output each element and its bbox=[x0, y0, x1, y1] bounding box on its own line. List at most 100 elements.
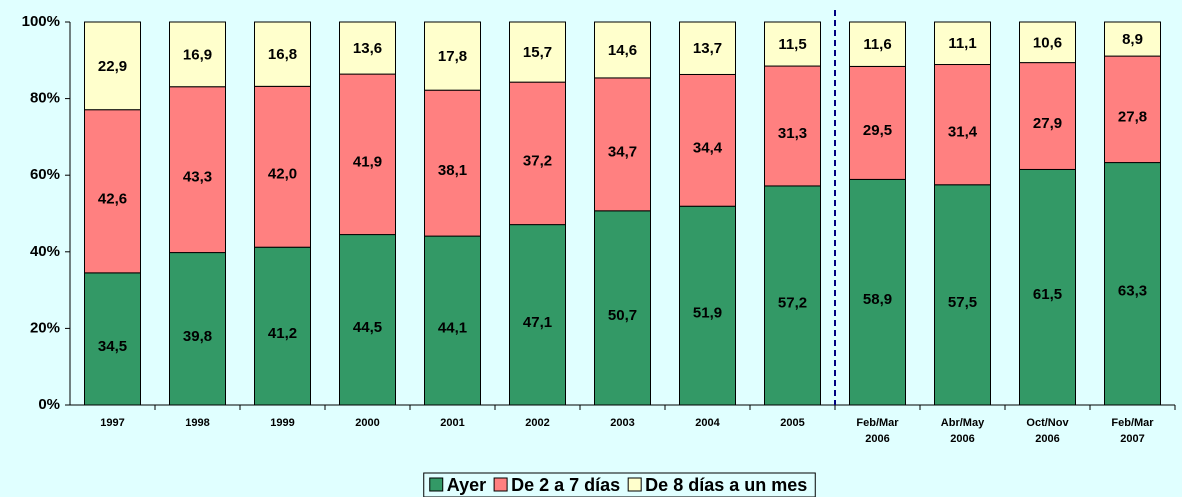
value-label: 44,5 bbox=[353, 319, 382, 336]
value-label: 37,2 bbox=[523, 152, 552, 169]
bar-segment bbox=[84, 109, 141, 274]
bar-segment bbox=[424, 235, 481, 406]
value-label: 58,9 bbox=[863, 291, 892, 308]
x-tick-label: 2000 bbox=[355, 417, 379, 429]
bar-segment bbox=[84, 272, 141, 406]
value-label: 63,3 bbox=[1118, 283, 1147, 300]
bar-segment bbox=[424, 21, 481, 91]
bar-segment bbox=[1019, 62, 1076, 170]
value-label: 11,1 bbox=[948, 35, 976, 52]
bar-segment bbox=[254, 246, 311, 406]
value-label: 14,6 bbox=[608, 42, 637, 59]
x-tick-label: 1999 bbox=[270, 417, 294, 429]
value-label: 8,9 bbox=[1122, 31, 1143, 48]
bar-segment bbox=[934, 64, 991, 186]
value-label: 42,6 bbox=[98, 190, 127, 207]
bar-segment bbox=[594, 210, 651, 406]
bar-segment bbox=[1019, 168, 1076, 406]
legend-swatch bbox=[627, 477, 642, 492]
x-tick-label: Oct/Nov 2006 bbox=[1026, 417, 1069, 445]
value-label: 61,5 bbox=[1033, 286, 1062, 303]
value-label: 57,2 bbox=[778, 294, 807, 311]
bar-segment bbox=[339, 234, 396, 406]
bar-segment bbox=[509, 21, 566, 83]
value-label: 11,5 bbox=[778, 36, 806, 53]
bar-segment bbox=[849, 21, 906, 67]
value-label: 44,1 bbox=[438, 320, 467, 337]
bar-segment bbox=[169, 86, 226, 254]
value-label: 31,3 bbox=[778, 125, 807, 142]
value-label: 38,1 bbox=[438, 162, 467, 179]
legend-swatch bbox=[493, 477, 508, 492]
bar-segment bbox=[339, 73, 396, 236]
y-tick-label: 40% bbox=[30, 243, 60, 260]
value-label: 13,6 bbox=[353, 40, 382, 57]
bar-segment bbox=[254, 21, 311, 87]
x-tick-label: 1997 bbox=[100, 417, 124, 429]
bar-segment bbox=[339, 21, 396, 75]
bar-segment bbox=[1104, 21, 1161, 57]
legend-swatch bbox=[429, 477, 444, 492]
value-label: 15,7 bbox=[523, 44, 552, 61]
value-label: 57,5 bbox=[948, 294, 977, 311]
bar-segment bbox=[679, 21, 736, 75]
x-tick-label: Abr/May 2006 bbox=[941, 417, 985, 445]
value-label: 34,4 bbox=[693, 139, 723, 156]
bar-segment bbox=[764, 65, 821, 187]
bar-segment bbox=[1019, 21, 1076, 64]
legend-label: De 2 a 7 días bbox=[511, 475, 620, 495]
bar-segment bbox=[1104, 162, 1161, 406]
bar-segment bbox=[679, 73, 736, 207]
y-tick-label: 80% bbox=[30, 90, 60, 107]
bar-segment bbox=[424, 89, 481, 237]
x-tick-label: 2004 bbox=[695, 417, 720, 429]
y-tick-label: 100% bbox=[22, 13, 60, 30]
x-tick-label: 2003 bbox=[610, 417, 634, 429]
value-label: 16,9 bbox=[183, 46, 212, 63]
value-label: 41,9 bbox=[353, 153, 382, 170]
legend-label: De 8 días a un mes bbox=[645, 475, 807, 495]
value-label: 13,7 bbox=[693, 40, 722, 57]
value-label: 27,8 bbox=[1118, 108, 1147, 125]
value-label: 51,9 bbox=[693, 305, 722, 322]
bar-segment bbox=[254, 85, 311, 248]
value-label: 10,6 bbox=[1033, 34, 1062, 51]
x-tick-label: 2005 bbox=[780, 417, 804, 429]
bar-segment bbox=[679, 205, 736, 406]
value-label: 11,6 bbox=[863, 36, 891, 53]
value-label: 34,5 bbox=[98, 338, 127, 355]
value-label: 16,8 bbox=[268, 46, 297, 63]
legend: Ayer De 2 a 7 días De 8 días a un mes bbox=[423, 472, 816, 497]
value-label: 39,8 bbox=[183, 328, 212, 345]
y-tick-label: 60% bbox=[30, 166, 60, 183]
value-label: 42,0 bbox=[268, 166, 297, 183]
legend-box bbox=[423, 472, 816, 497]
bar-segment bbox=[934, 21, 991, 66]
value-label: 34,7 bbox=[608, 143, 637, 160]
value-label: 17,8 bbox=[438, 48, 467, 65]
value-label: 29,5 bbox=[863, 122, 892, 139]
bar-segment bbox=[509, 81, 566, 226]
bar-segment bbox=[934, 184, 991, 406]
legend-label: Ayer bbox=[447, 475, 486, 495]
y-tick-label: 20% bbox=[30, 319, 60, 336]
bar-segment bbox=[509, 224, 566, 406]
x-tick-label: 2002 bbox=[525, 417, 549, 429]
x-tick-label: 1998 bbox=[185, 417, 209, 429]
x-tick-label: Feb/Mar 2006 bbox=[856, 417, 899, 445]
value-label: 41,2 bbox=[268, 325, 297, 342]
bar-segment bbox=[594, 21, 651, 79]
x-tick-label: 2001 bbox=[440, 417, 464, 429]
bar-segment bbox=[764, 185, 821, 406]
x-tick-label: Feb/Mar 2007 bbox=[1111, 417, 1154, 445]
y-tick-label: 0% bbox=[38, 396, 60, 413]
bar-segment bbox=[594, 77, 651, 212]
value-label: 22,9 bbox=[98, 58, 127, 75]
value-label: 43,3 bbox=[183, 169, 212, 186]
value-label: 31,4 bbox=[948, 124, 978, 141]
bar-segment bbox=[169, 21, 226, 88]
value-label: 47,1 bbox=[523, 314, 552, 331]
value-label: 50,7 bbox=[608, 307, 637, 324]
bar-segment bbox=[764, 21, 821, 67]
